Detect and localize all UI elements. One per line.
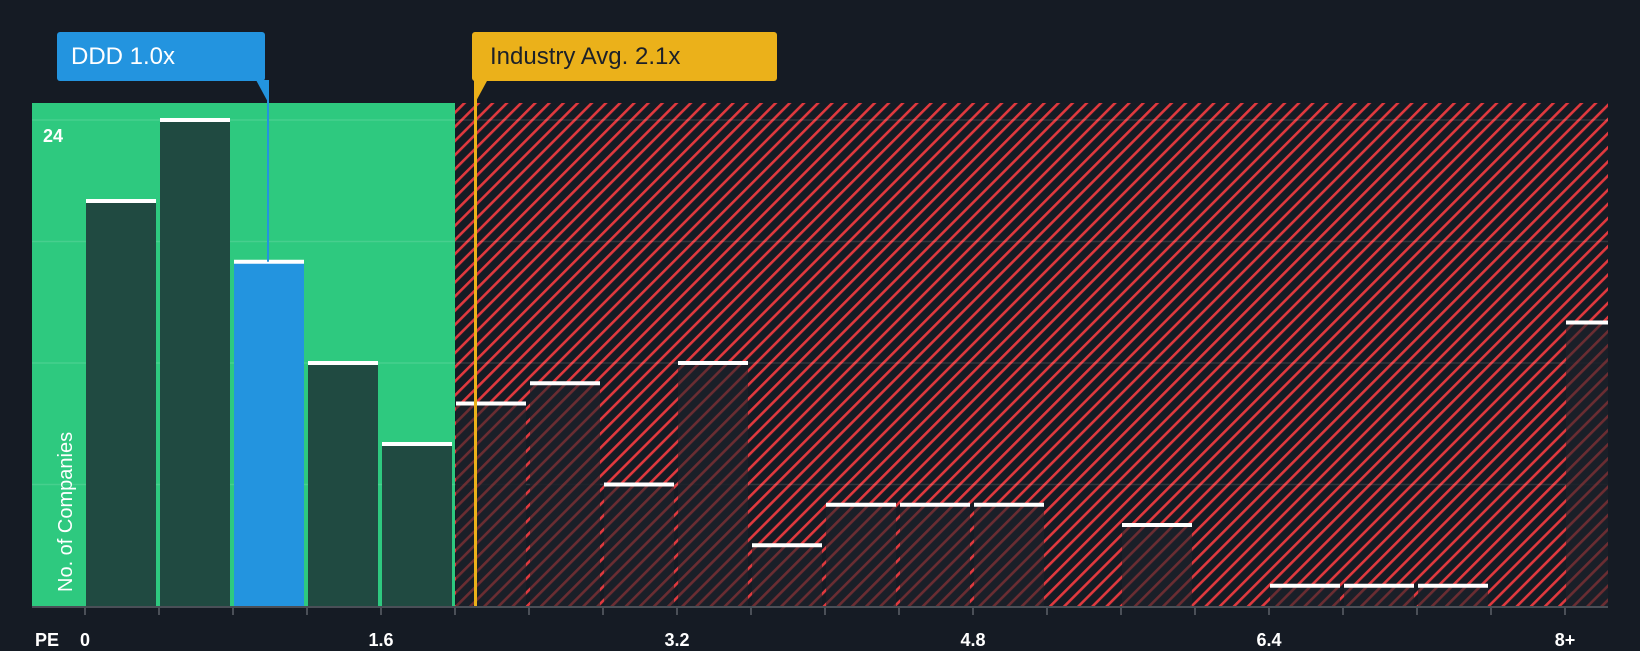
bar-cap xyxy=(752,543,822,548)
company-pe-callout: DDD 1.0x xyxy=(57,32,265,81)
histogram-bar xyxy=(900,502,970,606)
bar-cap xyxy=(1418,583,1488,588)
bar-body xyxy=(530,383,600,606)
histogram-bar xyxy=(308,361,378,606)
x-tick-label: 3.2 xyxy=(664,630,690,650)
histogram-bar xyxy=(678,361,748,606)
histogram-bar xyxy=(456,401,526,606)
bar-body xyxy=(974,504,1044,606)
bar-cap xyxy=(86,199,156,203)
bar-cap xyxy=(1566,320,1608,325)
histogram-bar xyxy=(1566,320,1608,606)
bar-cap xyxy=(900,502,970,507)
company-callout-pointer xyxy=(256,80,269,104)
bar-cap xyxy=(308,361,378,365)
bar-body xyxy=(604,484,674,606)
histogram-bar xyxy=(1270,583,1340,606)
x-tick-label: 1.6 xyxy=(368,630,394,650)
bar-cap xyxy=(1270,583,1340,588)
bar-body xyxy=(1418,585,1488,606)
x-axis-label: PE xyxy=(35,630,60,650)
bar-body xyxy=(678,363,748,606)
x-axis xyxy=(32,606,1608,615)
bar-cap xyxy=(1122,523,1192,527)
histogram-bar xyxy=(1344,583,1414,606)
bar-cap xyxy=(1344,583,1414,588)
y-tick-max: 24 xyxy=(43,126,64,146)
bar-body xyxy=(1270,585,1340,606)
x-tick-label: 4.8 xyxy=(960,630,986,650)
histogram-bar xyxy=(530,381,600,606)
histogram-bar xyxy=(160,118,230,606)
industry-callout-pointer xyxy=(474,80,488,104)
bar-body xyxy=(86,201,156,606)
bar-body xyxy=(456,403,526,606)
histogram-bar xyxy=(974,502,1044,606)
bar-body xyxy=(826,504,896,606)
bar-body xyxy=(234,261,304,606)
bar-cap xyxy=(530,381,600,386)
bar-cap xyxy=(456,401,526,406)
x-tick-label: 8+ xyxy=(1554,630,1576,650)
x-tick-label: 0 xyxy=(79,630,91,650)
bar-body xyxy=(160,120,230,606)
histogram-bar xyxy=(234,259,304,606)
histogram-bar xyxy=(382,442,452,606)
y-axis-label: No. of Companies xyxy=(55,431,77,592)
bar-cap xyxy=(604,482,674,487)
histogram-bar xyxy=(86,199,156,606)
histogram-bar xyxy=(826,502,896,606)
bar-cap xyxy=(678,361,748,365)
histogram-bar xyxy=(1418,583,1488,606)
bar-body xyxy=(1344,585,1414,606)
bar-body xyxy=(1566,322,1608,606)
histogram-bar xyxy=(604,482,674,606)
x-tick-label: 6.4 xyxy=(1256,630,1282,650)
bar-cap xyxy=(382,442,452,446)
histogram-bar xyxy=(1122,523,1192,606)
bar-body xyxy=(900,504,970,606)
bar-body xyxy=(1122,525,1192,606)
histogram-bars xyxy=(86,118,1608,606)
bar-body xyxy=(752,545,822,606)
histogram-bar xyxy=(752,543,822,606)
industry-average-callout: Industry Avg. 2.1x xyxy=(472,32,777,81)
markers xyxy=(256,80,488,606)
bar-cap xyxy=(160,118,230,122)
bar-body xyxy=(382,444,452,606)
bar-cap xyxy=(974,502,1044,507)
bar-body xyxy=(308,363,378,606)
bar-cap xyxy=(826,502,896,507)
